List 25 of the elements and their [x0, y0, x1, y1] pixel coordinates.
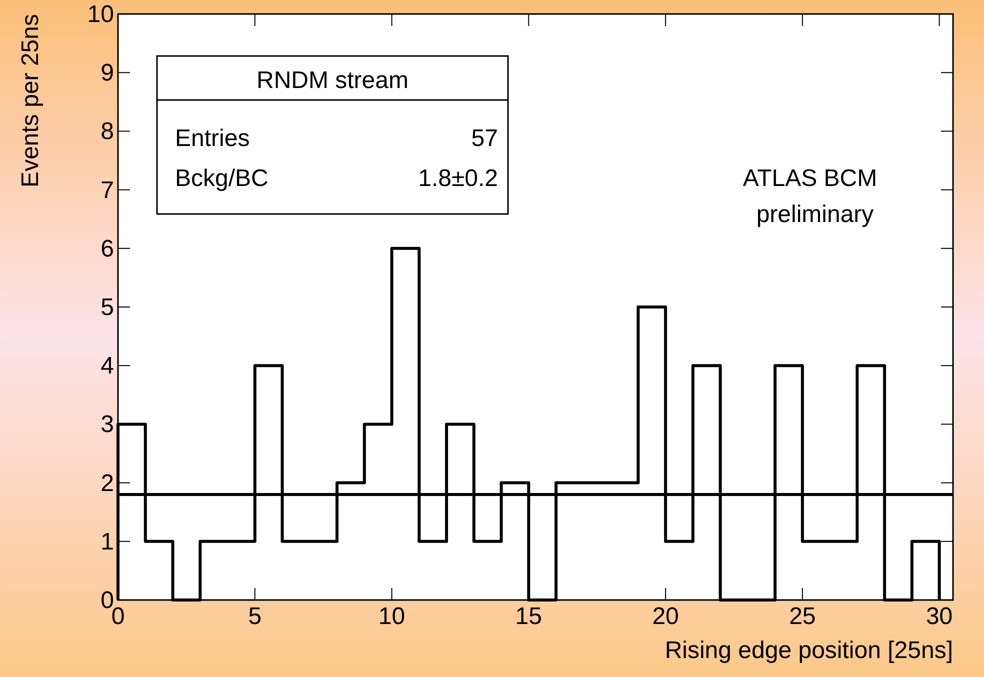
annotation: 57 — [471, 125, 498, 152]
x-tick-label: 20 — [652, 603, 679, 630]
x-tick-label: 15 — [515, 603, 542, 630]
x-tick-label: 25 — [789, 603, 816, 630]
y-tick-label: 1 — [100, 528, 114, 556]
y-tick-label: 7 — [100, 176, 114, 204]
y-tick-label: 9 — [100, 60, 114, 87]
annotation: 1.8±0.2 — [418, 165, 498, 192]
y-tick-label: 6 — [100, 235, 114, 262]
x-axis-title: Rising edge position [25ns] — [664, 637, 953, 664]
annotation: Bckg/BC — [175, 165, 268, 192]
y-axis-title: Events per 25ns — [17, 14, 44, 188]
y-tick-label: 8 — [100, 118, 114, 146]
annotation: ATLAS BCM — [742, 165, 878, 192]
y-tick-label: 10 — [87, 1, 114, 28]
x-tick-label: 10 — [378, 603, 406, 630]
annotation: Entries — [175, 125, 250, 152]
y-tick-label: 3 — [100, 411, 114, 438]
annotation: preliminary — [756, 201, 874, 228]
x-tick-label: 30 — [926, 603, 953, 630]
y-tick-label: 2 — [100, 470, 114, 497]
annotation: RNDM stream — [256, 67, 409, 94]
y-tick-label: 4 — [100, 352, 114, 380]
x-tick-label: 5 — [248, 603, 262, 630]
y-tick-label: 5 — [100, 294, 114, 321]
